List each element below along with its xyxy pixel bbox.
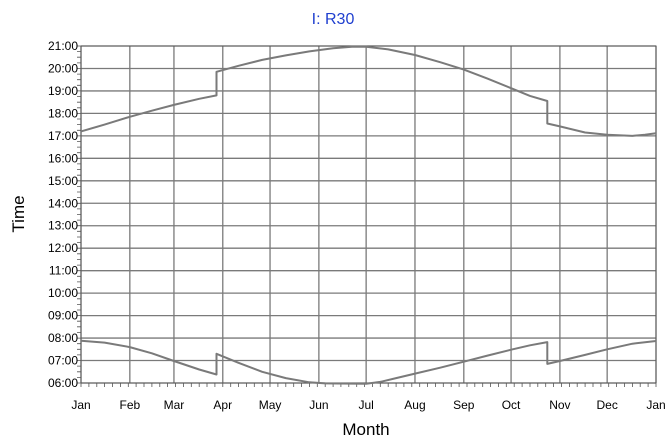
y-tick-label: 12:00 [48, 241, 78, 255]
y-tick-label: 21:00 [48, 39, 78, 53]
y-tick-label: 06:00 [48, 376, 78, 390]
y-tick-label: 17:00 [48, 129, 78, 143]
x-tick-label: Sep [453, 398, 475, 412]
plot-frame [80, 45, 657, 384]
x-tick-label: Dec [596, 398, 617, 412]
x-tick-label: May [259, 398, 282, 412]
x-tick-label: Jul [358, 398, 373, 412]
y-tick-label: 19:00 [48, 84, 78, 98]
x-tick-label: Aug [404, 398, 425, 412]
series-line-2 [80, 45, 657, 137]
x-tick-label: Nov [549, 398, 570, 412]
y-tick-label: 16:00 [48, 151, 78, 165]
x-tick-label: Jan [71, 398, 90, 412]
minor-ticks [77, 45, 657, 387]
y-tick-label: 10:00 [48, 286, 78, 300]
y-tick-label: 13:00 [48, 219, 78, 233]
y-tick-label: 15:00 [48, 174, 78, 188]
x-tick-label: Feb [119, 398, 140, 412]
y-tick-label: 11:00 [49, 264, 78, 278]
y-tick-labels: 06:00 07:00 08:00 09:00 10:00 11:00 12:00 13:00… [48, 39, 78, 390]
y-tick-label: 14:00 [48, 196, 78, 210]
y-tick-label: 20:00 [48, 61, 78, 75]
y-tick-label: 07:00 [48, 354, 78, 368]
minor-tick-marks [77, 45, 657, 387]
x-tick-label: Jun [309, 398, 328, 412]
x-tick-label: Oct [502, 398, 521, 412]
y-axis-title: Time [9, 195, 28, 232]
series-layer [80, 45, 657, 385]
y-tick-label: 08:00 [48, 331, 78, 345]
y-tick-label: 18:00 [48, 106, 78, 120]
x-tick-label: Mar [164, 398, 185, 412]
x-tick-labels: Jan Feb Mar Apr May Jun Jul Aug Sep Oct Nov Dec Jan [71, 398, 665, 412]
chart-title: I: R30 [312, 11, 355, 28]
series-line-1 [80, 339, 657, 385]
x-axis-title: Month [342, 420, 389, 439]
grid [80, 45, 657, 384]
x-tick-label: Jan [646, 398, 665, 412]
x-tick-label: Apr [213, 398, 232, 412]
y-tick-label: 09:00 [48, 309, 78, 323]
